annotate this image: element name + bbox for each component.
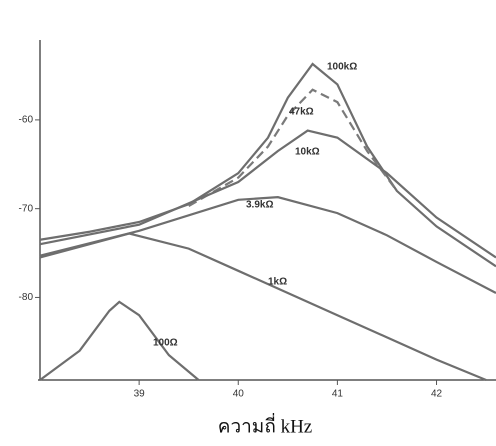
- series-label: 3.9kΩ: [246, 200, 273, 211]
- line-series: [188, 88, 398, 207]
- y-tick-label: -60: [19, 115, 34, 126]
- x-tick-label: 42: [431, 389, 443, 400]
- line-series: [39, 62, 496, 268]
- line-series: [39, 129, 496, 259]
- series-label: 100kΩ: [327, 62, 357, 73]
- x-tick-label: 41: [332, 389, 344, 400]
- y-tick-label: -70: [19, 203, 34, 214]
- series-label: 1kΩ: [268, 277, 287, 288]
- line-series: [39, 196, 496, 294]
- series-label: 10kΩ: [295, 147, 320, 158]
- series-label: 100Ω: [153, 338, 178, 349]
- y-tick-label: -80: [19, 292, 34, 303]
- series-label: 47kΩ: [289, 107, 314, 118]
- line-series: [39, 300, 200, 381]
- x-tick-label: 39: [134, 389, 146, 400]
- x-tick-label: 40: [233, 389, 245, 400]
- line-series: [39, 232, 487, 382]
- x-axis-label: ความถี่ kHz: [218, 412, 312, 437]
